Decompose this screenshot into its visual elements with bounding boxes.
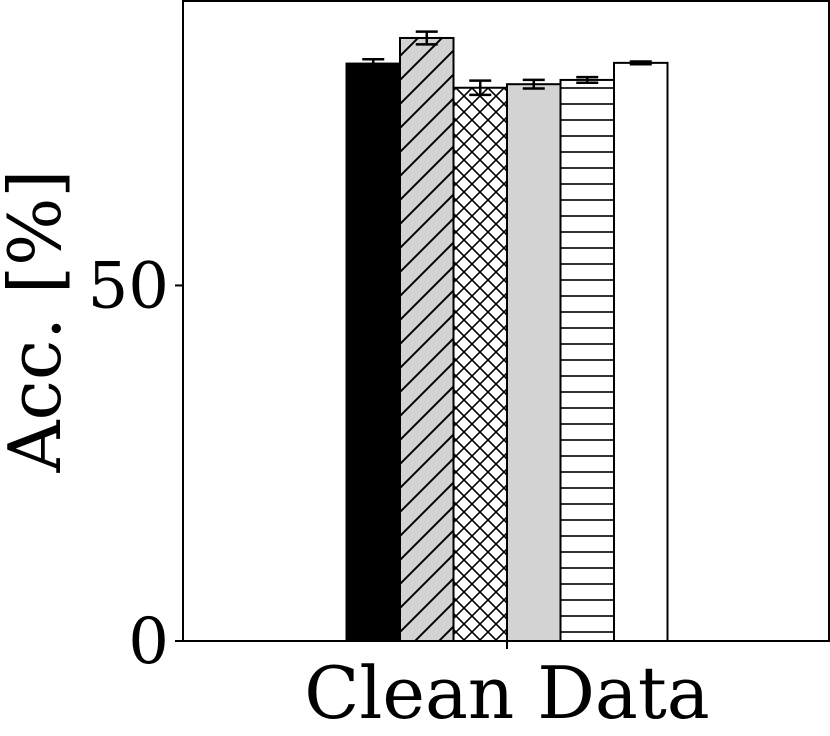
error-bar-4	[522, 78, 545, 90]
bars-group	[345, 30, 669, 643]
bar-3	[452, 86, 508, 642]
y-axis: 0 50	[88, 249, 183, 679]
bar-2	[399, 36, 455, 642]
y-tick-label-0: 0	[128, 605, 169, 679]
error-bar-2	[415, 30, 438, 46]
x-category-label-0: Clean Data	[304, 651, 709, 735]
error-bar-3	[469, 79, 492, 97]
error-bar-5	[576, 75, 599, 85]
y-tick-label-1: 50	[88, 249, 169, 323]
bar-6	[613, 61, 669, 643]
bar-5	[559, 78, 615, 642]
bar-4	[506, 83, 562, 642]
y-axis-label: Acc. [%]	[0, 169, 77, 473]
error-bar-6	[629, 60, 652, 66]
bar-1	[345, 62, 401, 643]
error-bar-1	[362, 58, 385, 70]
x-axis: Clean Data	[304, 641, 710, 735]
